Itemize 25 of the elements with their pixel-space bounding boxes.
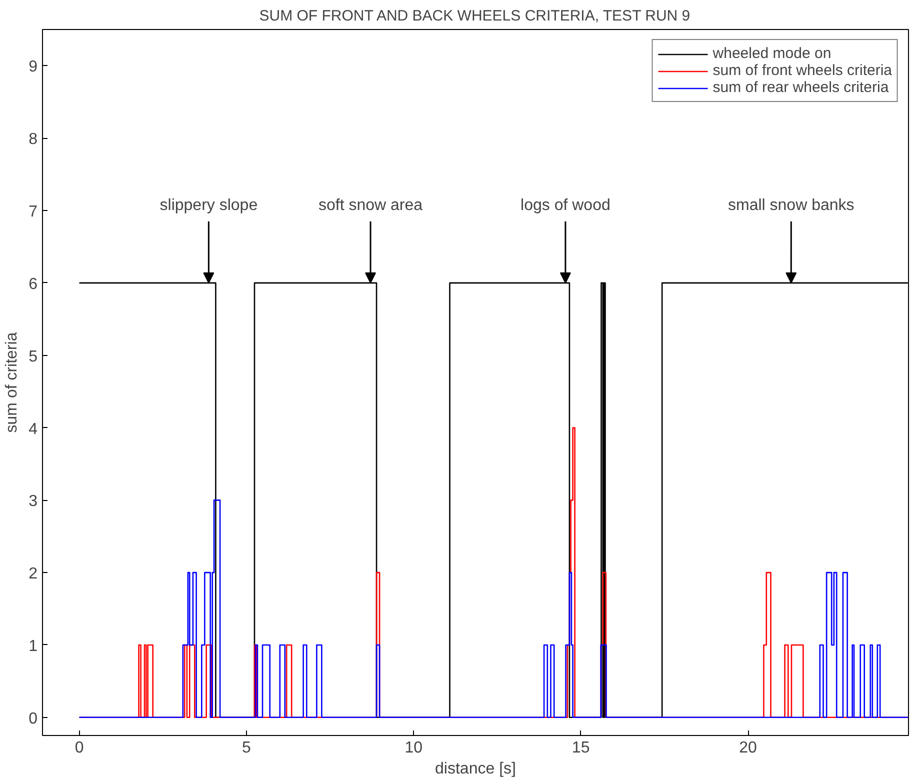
legend-label: wheeled mode on bbox=[712, 45, 832, 62]
y-axis-title: sum of criteria bbox=[4, 332, 21, 433]
legend-label: sum of front wheels criteria bbox=[712, 62, 892, 79]
annotation: slippery slope bbox=[160, 197, 258, 214]
y-tick-label: 4 bbox=[28, 420, 38, 438]
y-tick-label: 6 bbox=[28, 276, 38, 293]
y-tick-label: 7 bbox=[28, 204, 38, 221]
y-tick-label: 1 bbox=[28, 638, 38, 655]
annotation: soft snow area bbox=[318, 197, 423, 214]
x-axis-title: distance [s] bbox=[435, 760, 516, 778]
chart-title: SUM OF FRONT AND BACK WHEELS CRITERIA, TEST RUN 9 bbox=[259, 8, 690, 24]
x-tick-label: 0 bbox=[74, 740, 84, 756]
annotation: small snow banks bbox=[728, 197, 854, 214]
x-tick-label: 20 bbox=[739, 740, 758, 756]
y-tick-label: 8 bbox=[28, 131, 38, 148]
x-tick-label: 15 bbox=[572, 740, 590, 756]
y-tick-label: 0 bbox=[28, 710, 38, 728]
y-tick-label: 9 bbox=[28, 58, 38, 76]
legend-label: sum of rear wheels criteria bbox=[712, 79, 889, 96]
y-tick-label: 2 bbox=[28, 566, 38, 583]
annotation: logs of wood bbox=[520, 197, 610, 214]
y-tick-label: 5 bbox=[28, 348, 38, 366]
y-tick-label: 3 bbox=[28, 493, 38, 510]
x-tick-label: 10 bbox=[404, 740, 423, 756]
x-tick-label: 5 bbox=[242, 740, 252, 756]
